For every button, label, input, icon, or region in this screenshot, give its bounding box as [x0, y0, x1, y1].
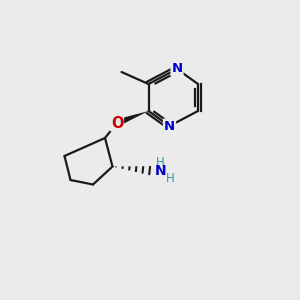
Text: N: N: [171, 62, 183, 76]
Text: N: N: [154, 164, 166, 178]
Text: N: N: [164, 119, 175, 133]
Text: H: H: [166, 172, 174, 185]
Text: H: H: [155, 155, 164, 169]
Polygon shape: [116, 111, 148, 126]
Text: O: O: [111, 116, 123, 130]
